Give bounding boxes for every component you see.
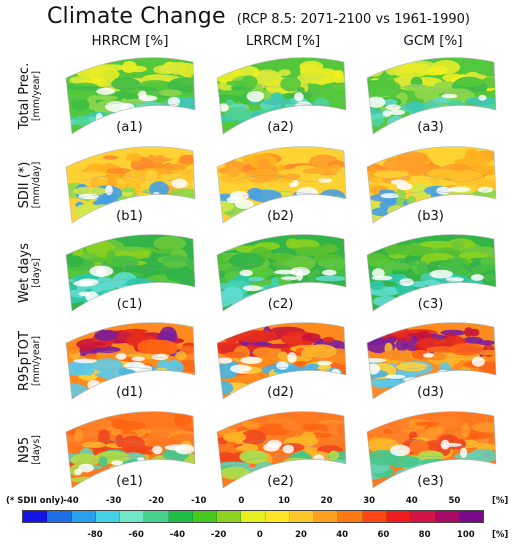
colorbar-tick-label: 80 — [418, 530, 431, 540]
colorbar-tick-label: 50 — [448, 496, 461, 506]
colorbar-tick-label: -20 — [148, 496, 164, 506]
colorbar-tick-label: 10 — [278, 496, 290, 506]
panel-label: (b3) — [417, 209, 444, 224]
colorbar-tick-label: -40 — [169, 530, 186, 540]
colorbar-segment — [95, 511, 121, 522]
column-header-lrrcm: LRRCM [%] — [245, 33, 321, 49]
panel-label: (e1) — [116, 474, 143, 489]
row-label-unit: [days] — [30, 435, 42, 465]
colorbar-segment — [120, 511, 145, 522]
colorbar-tick-label: -80 — [87, 530, 103, 540]
colorbar-segment — [362, 511, 387, 522]
panel-label: (d1) — [116, 385, 143, 400]
panel-label: (c3) — [417, 297, 444, 312]
panel-label: (c1) — [116, 297, 143, 312]
map-panel — [363, 52, 498, 140]
colorbar-segment — [338, 511, 363, 522]
colorbar-tick-label: 30 — [363, 496, 376, 506]
colorbar-tick-label: -10 — [191, 496, 207, 506]
figure-title: Climate Change (RCP 8.5: 2071-2100 vs 19… — [0, 4, 517, 29]
map-panel — [213, 52, 348, 140]
colorbar-tick-label: 40 — [336, 530, 349, 540]
colorbar-note: (* SDII only) — [6, 496, 64, 506]
map-panel — [363, 229, 498, 317]
panel-label: (e2) — [267, 474, 294, 489]
column-header-hrrcm: HRRCM [%] — [91, 33, 169, 49]
panel-label: (a2) — [267, 120, 294, 135]
colorbar-segment — [192, 511, 218, 522]
title-subtitle: (RCP 8.5: 2071-2100 vs 1961-1990) — [236, 12, 470, 27]
panel-label: (a3) — [417, 120, 444, 135]
colorbar-tick-label: -40 — [63, 496, 79, 506]
panel-label: (d2) — [267, 385, 294, 400]
colorbar-segment — [144, 511, 169, 522]
title-main: Climate Change — [47, 4, 226, 29]
map-panel — [213, 141, 348, 229]
row-label: N95 [days] — [17, 390, 58, 510]
colorbar-segment — [168, 511, 193, 522]
panel-label: (d3) — [417, 385, 444, 400]
map-panel — [62, 141, 197, 229]
colorbar-segment — [265, 511, 290, 522]
column-header-gcm: GCM [%] — [403, 33, 463, 49]
map-panel — [363, 317, 498, 405]
map-panel — [62, 317, 197, 405]
colorbar-segment — [459, 511, 484, 522]
panel-label: (c2) — [267, 297, 294, 312]
panel-label: (b1) — [116, 209, 143, 224]
colorbar-tick-label: -30 — [105, 496, 122, 506]
colorbar — [22, 510, 484, 523]
panel-label: (b2) — [267, 209, 294, 224]
colorbar-tick-label: 60 — [377, 530, 390, 540]
colorbar-tick-label: 20 — [295, 530, 307, 540]
colorbar-tick-label: -60 — [128, 530, 144, 540]
colorbar-segment — [241, 511, 266, 522]
colorbar-bottom-unit: [%] — [492, 530, 509, 540]
map-panel — [62, 406, 197, 494]
colorbar-segment — [386, 511, 412, 522]
colorbar-segment — [23, 511, 48, 522]
row-label-name: N95 — [17, 436, 32, 464]
colorbar-segment — [217, 511, 242, 522]
colorbar-top-unit: [%] — [492, 496, 509, 506]
map-panel — [363, 406, 498, 494]
colorbar-tick-label: -20 — [210, 530, 227, 540]
map-panel — [62, 52, 197, 140]
colorbar-tick-label: 100 — [456, 530, 475, 540]
colorbar-tick-label: 0 — [256, 530, 263, 540]
colorbar-segment — [289, 511, 315, 522]
map-panel — [213, 317, 348, 405]
colorbar-segment — [314, 511, 339, 522]
map-panel — [363, 141, 498, 229]
colorbar-tick-label: 40 — [405, 496, 418, 506]
colorbar-segment — [71, 511, 96, 522]
colorbar-tick-label: 0 — [238, 496, 245, 506]
colorbar-segment — [435, 511, 460, 522]
map-panel — [213, 406, 348, 494]
panel-label: (e3) — [417, 474, 444, 489]
map-panel — [213, 229, 348, 317]
map-panel — [62, 229, 197, 317]
panel-label: (a1) — [116, 120, 143, 135]
colorbar-tick-label: 20 — [320, 496, 333, 506]
colorbar-segment — [411, 511, 436, 522]
colorbar-segment — [47, 511, 72, 522]
